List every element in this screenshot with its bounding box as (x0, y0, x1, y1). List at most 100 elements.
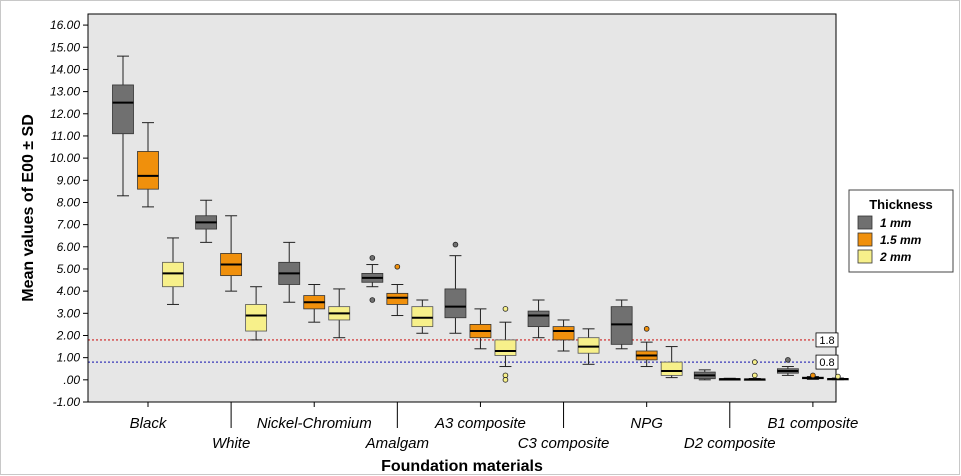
outlier-point (502, 306, 509, 312)
x-category-label: C3 composite (518, 435, 610, 452)
legend-label: 2 mm (879, 250, 912, 264)
boxplot (444, 241, 467, 334)
x-category-label: Nickel-Chromium (257, 415, 372, 432)
y-tick-label: 4.00 (57, 284, 81, 298)
reference-label-box (815, 354, 839, 370)
outlier-point (452, 241, 459, 248)
y-tick-label: 11.00 (51, 129, 80, 143)
x-category-label: White (212, 435, 250, 452)
box (137, 151, 159, 190)
boxplot (635, 326, 658, 368)
boxplot (195, 199, 218, 243)
x-category-label: Amalgam (365, 435, 429, 452)
legend-label: 1 mm (880, 216, 912, 230)
y-tick-label: 8.00 (57, 195, 81, 209)
boxplot (411, 299, 434, 334)
reference-label: 1.8 (819, 335, 834, 347)
outlier-point (369, 255, 376, 261)
y-axis: -1.00 .00 1.00 2.00 3.00 4.00 5.00 6.00 7.00 8.00… (50, 14, 89, 409)
outlier-point (751, 359, 758, 365)
boxplot (303, 283, 326, 323)
x-axis-title: Foundation materials (381, 458, 543, 475)
box (386, 292, 409, 305)
box (527, 310, 550, 328)
box (660, 361, 683, 376)
y-tick-label: 10.00 (50, 151, 80, 165)
y-tick-label: 16.00 (50, 18, 80, 32)
legend-swatch (857, 249, 873, 264)
boxplot (469, 308, 492, 350)
boxplot (245, 286, 268, 341)
legend-items: 1 mm 1.5 mm 2 mm (857, 215, 922, 264)
y-axis-title: Mean values of E00 ± SD (20, 114, 37, 302)
x-category-label: Black (130, 415, 168, 432)
boxplot (162, 237, 184, 305)
y-tick-label: .00 (63, 373, 80, 387)
box (494, 339, 517, 356)
box (577, 337, 600, 354)
boxplot (328, 288, 351, 339)
y-tick-label: 9.00 (57, 173, 81, 187)
y-tick-label: 6.00 (57, 240, 81, 254)
boxplot (660, 346, 683, 379)
y-tick-label: 13.00 (50, 85, 80, 99)
boxplot (776, 357, 799, 376)
reference-label-box (815, 332, 839, 348)
boxplot (386, 263, 409, 317)
boxplot (610, 299, 633, 350)
y-tick-label: 1.00 (57, 351, 81, 365)
boxplot (278, 241, 301, 303)
outlier-point (369, 297, 376, 303)
outlier-point (394, 263, 401, 270)
x-axis: Black White Nickel-Chromium Amalgam A3 compo… (88, 401, 858, 452)
y-tick-label: 7.00 (57, 218, 81, 232)
box (245, 304, 268, 332)
x-category-label: B1 composite (767, 415, 858, 432)
boxplot (743, 359, 766, 381)
y-tick-label: 5.00 (57, 262, 81, 276)
reference-label: 0.8 (819, 357, 834, 369)
box (444, 288, 467, 319)
boxplot (801, 372, 824, 380)
boxplot (577, 328, 600, 365)
boxplot (494, 306, 517, 383)
boxplot (826, 373, 849, 381)
box (162, 261, 184, 288)
outlier-point (751, 372, 758, 379)
boxplot (220, 215, 243, 292)
reference-lines: 1.8 0.8 (88, 332, 839, 370)
boxplot (112, 55, 134, 197)
y-tick-label: 3.00 (57, 306, 81, 320)
boxplot (527, 299, 550, 339)
x-category-label: A3 composite (434, 415, 526, 432)
legend-swatch (857, 232, 873, 247)
legend: Thickness 1 mm 1.5 mm 2 mm (848, 189, 954, 273)
y-tick-label: 15.00 (50, 40, 80, 54)
box (411, 306, 434, 328)
box (552, 326, 575, 341)
box (610, 306, 633, 345)
x-category-label: D2 composite (684, 435, 776, 452)
plot-area (87, 13, 837, 403)
legend-label: 1.5 mm (880, 233, 922, 247)
legend-swatch (857, 215, 873, 230)
boxplots (112, 55, 849, 383)
x-category-label: NPG (630, 415, 663, 432)
outlier-point (810, 372, 816, 379)
outlier-point (835, 373, 841, 380)
y-tick-label: -1.00 (53, 395, 81, 409)
y-tick-label: 14.00 (50, 62, 80, 76)
outlier-point (785, 357, 791, 363)
legend-title: Thickness (869, 197, 933, 212)
y-tick-label: 12.00 (50, 107, 80, 121)
outlier-point (502, 377, 509, 383)
boxplot (718, 377, 741, 381)
outlier-point (643, 326, 650, 332)
y-tick-label: 2.00 (56, 328, 81, 342)
boxplot (361, 255, 384, 303)
box (112, 84, 134, 135)
boxplot (552, 319, 575, 352)
boxplot (693, 369, 716, 381)
boxplot (137, 122, 159, 208)
